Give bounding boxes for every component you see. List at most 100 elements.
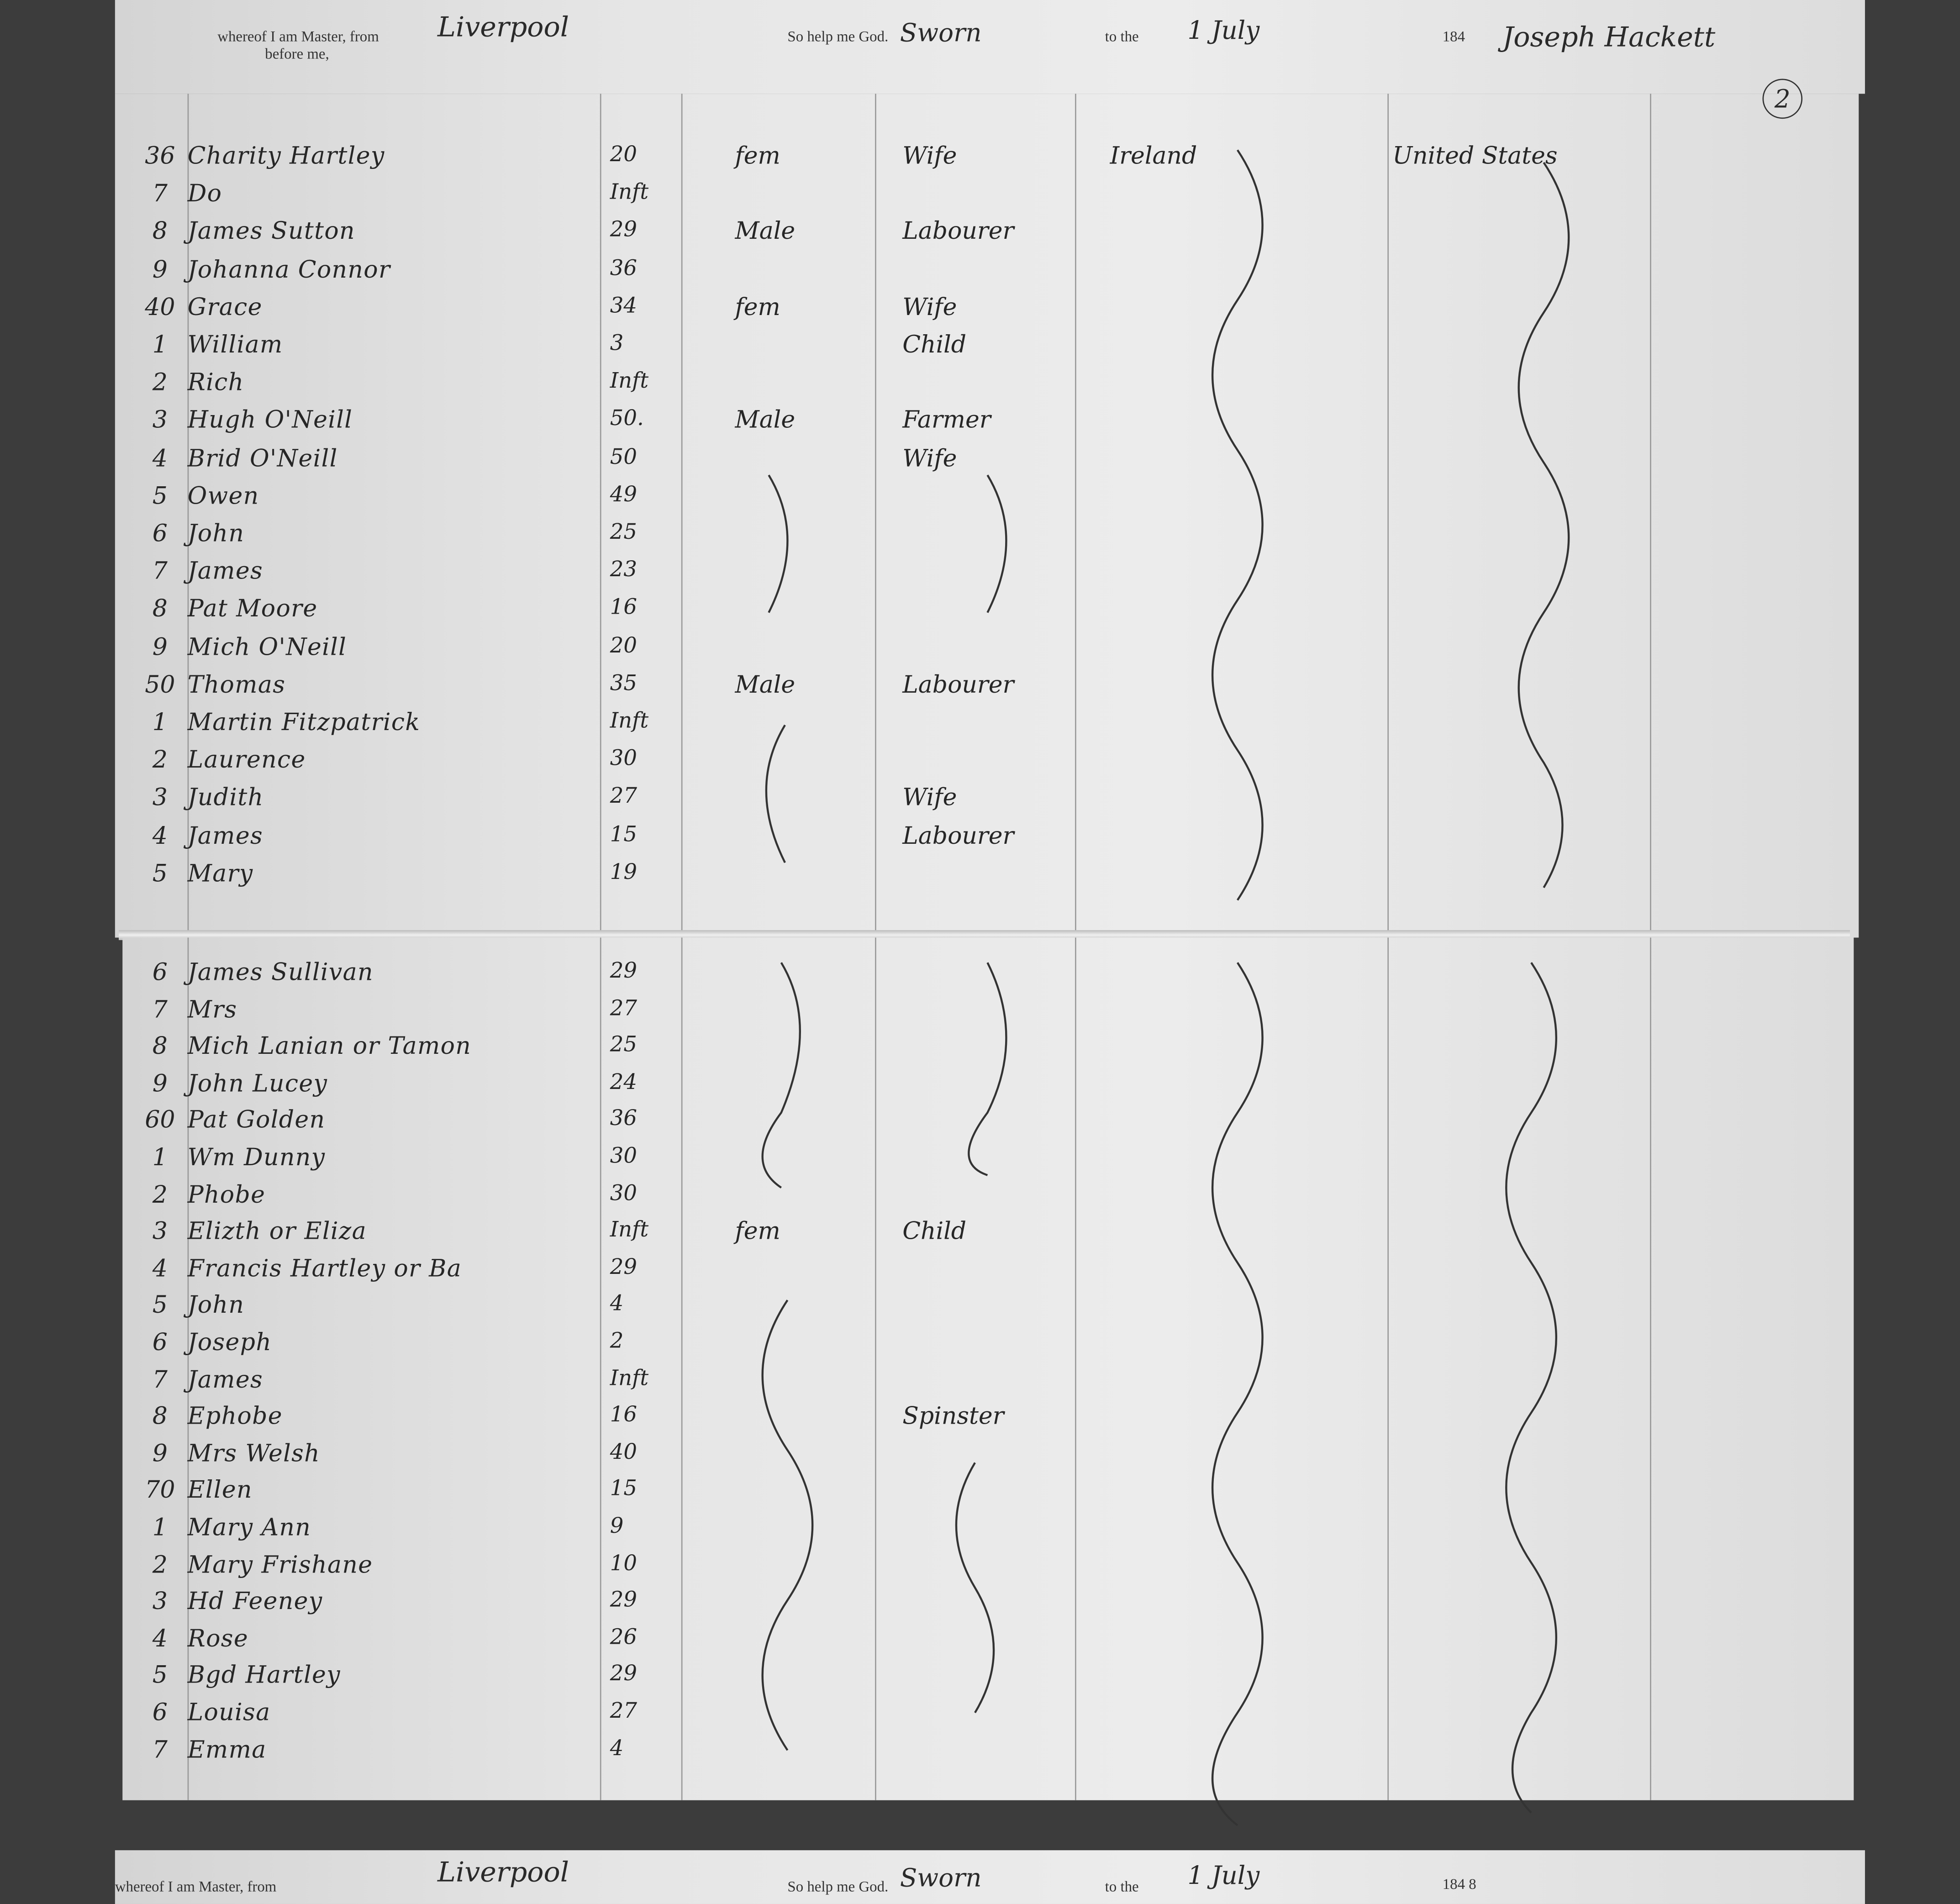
passenger-occ: Wife bbox=[902, 142, 957, 170]
passenger-row: 3 Judith 27 Wife bbox=[0, 782, 1744, 819]
passenger-name: Grace bbox=[187, 293, 263, 321]
passenger-sex: fem bbox=[735, 293, 780, 321]
passenger-sex: Male bbox=[735, 218, 796, 246]
passenger-sex: Male bbox=[735, 671, 796, 699]
passenger-num: 9 bbox=[152, 1440, 168, 1467]
passenger-row: 4 James 15 Labourer bbox=[0, 820, 1744, 857]
passenger-row: 4 Francis Hartley or Ba 29 bbox=[0, 1252, 1731, 1290]
passenger-name: John bbox=[187, 1292, 245, 1320]
ditto-wave-sex-top bbox=[768, 474, 789, 613]
passenger-num: 3 bbox=[152, 1588, 168, 1616]
passenger-age: 4 bbox=[610, 1292, 624, 1317]
before-text: before me, bbox=[265, 45, 329, 63]
ditto-wave-sex-bottom bbox=[761, 962, 801, 1189]
passenger-name: Mrs bbox=[187, 996, 237, 1024]
passenger-row: 2 Phobe 30 bbox=[0, 1178, 1731, 1216]
passenger-age: 24 bbox=[610, 1070, 637, 1095]
passenger-age: Inft bbox=[610, 1366, 649, 1391]
passenger-age: Inft bbox=[610, 369, 649, 394]
passenger-occ: Wife bbox=[902, 293, 957, 321]
passenger-name: James bbox=[187, 822, 263, 850]
passenger-age: Inft bbox=[610, 1218, 649, 1243]
passenger-age: 40 bbox=[610, 1440, 637, 1465]
passenger-name: Mary Frishane bbox=[187, 1551, 373, 1578]
passenger-name: Brid O'Neill bbox=[187, 444, 338, 472]
passenger-num: 4 bbox=[152, 1625, 168, 1653]
passenger-occ: Wife bbox=[902, 784, 957, 812]
passenger-name: Thomas bbox=[187, 671, 286, 699]
passenger-row: 4 Brid O'Neill 50 Wife bbox=[0, 442, 1744, 479]
ditto-wave-occ-bottom-2 bbox=[955, 1462, 995, 1714]
signature: Joseph Hackett bbox=[1502, 22, 1716, 54]
passenger-num: 8 bbox=[152, 1033, 168, 1061]
column-rule bbox=[1387, 937, 1389, 1800]
passenger-num: 5 bbox=[152, 1662, 168, 1690]
passenger-age: 19 bbox=[610, 860, 637, 885]
ditto-wave-sex-top-2 bbox=[765, 724, 786, 863]
passenger-row: 1 Mary Ann 9 bbox=[0, 1511, 1731, 1549]
passenger-num: 7 bbox=[152, 1736, 168, 1764]
passenger-num: 2 bbox=[152, 1181, 168, 1209]
column-rule bbox=[187, 937, 189, 1800]
passenger-name: Mich Lanian or Tamon bbox=[187, 1033, 472, 1061]
passenger-age: 30 bbox=[610, 1181, 637, 1206]
passenger-row: 36 Charity Hartley 20 fem Wife Ireland United … bbox=[0, 140, 1744, 178]
passenger-age: 35 bbox=[610, 671, 637, 696]
passenger-age: 50. bbox=[610, 406, 644, 432]
column-rule bbox=[1650, 94, 1651, 938]
ditto-wave-country-top bbox=[1211, 149, 1264, 901]
passenger-name: Hd Feeney bbox=[187, 1588, 323, 1616]
passenger-num: 8 bbox=[152, 595, 168, 623]
passenger-num: 2 bbox=[152, 369, 168, 397]
passenger-name: Owen bbox=[187, 482, 259, 510]
passenger-num: 7 bbox=[152, 558, 168, 585]
passenger-occ: Child bbox=[902, 331, 967, 359]
passenger-age: 49 bbox=[610, 482, 637, 508]
bottom-header-strip: whereof I am Master, from Liverpool So h… bbox=[115, 1850, 1865, 1904]
column-rule bbox=[1075, 937, 1076, 1800]
passenger-num: 60 bbox=[145, 1107, 175, 1135]
passenger-row: 1 Martin Fitzpatrick Inft bbox=[0, 706, 1744, 744]
passenger-name: Ellen bbox=[187, 1477, 253, 1504]
passenger-name: James Sutton bbox=[187, 218, 355, 246]
passenger-row: 5 Bgd Hartley 29 bbox=[0, 1659, 1731, 1697]
passenger-name: Wm Dunny bbox=[187, 1144, 326, 1172]
passenger-age: 15 bbox=[610, 1477, 637, 1502]
passenger-num: 2 bbox=[152, 1551, 168, 1578]
to-the-text: to the bbox=[1105, 1878, 1139, 1895]
passenger-sex: fem bbox=[735, 1218, 780, 1246]
passenger-num: 8 bbox=[152, 218, 168, 246]
passenger-age: 29 bbox=[610, 959, 637, 984]
passenger-age: 36 bbox=[610, 256, 637, 281]
passenger-name: John bbox=[187, 520, 245, 548]
passenger-row: 9 Johanna Connor 36 bbox=[0, 253, 1744, 291]
passenger-num: 9 bbox=[152, 633, 168, 661]
passenger-sex: Male bbox=[735, 406, 796, 435]
passenger-age: 20 bbox=[610, 142, 637, 168]
passenger-name: Martin Fitzpatrick bbox=[187, 709, 421, 736]
passenger-name: Mary bbox=[187, 860, 253, 888]
passenger-name: Pat Moore bbox=[187, 595, 318, 623]
passenger-num: 1 bbox=[152, 1514, 168, 1541]
passenger-name: Mrs Welsh bbox=[187, 1440, 321, 1467]
passenger-name: Bgd Hartley bbox=[187, 1662, 341, 1690]
passenger-row: 3 Elizth or Eliza Inft fem Child bbox=[0, 1215, 1731, 1253]
ditto-wave-dest-top bbox=[1517, 162, 1570, 889]
passenger-row: 8 James Sutton 29 Male Labourer bbox=[0, 216, 1744, 253]
passenger-num: 2 bbox=[152, 747, 168, 774]
passenger-num: 6 bbox=[152, 520, 168, 548]
date-hand: 1 July bbox=[1187, 15, 1260, 45]
passenger-row: 8 Ephobe 16 Spinster bbox=[0, 1400, 1731, 1438]
passenger-row: 5 Mary 19 bbox=[0, 857, 1744, 895]
passenger-num: 7 bbox=[152, 180, 168, 208]
year-text: 184 bbox=[1442, 27, 1465, 45]
passenger-num: 9 bbox=[152, 1070, 168, 1098]
passenger-num: 5 bbox=[152, 482, 168, 510]
passenger-num: 9 bbox=[152, 256, 168, 284]
passenger-name: Laurence bbox=[187, 747, 306, 774]
year-text: 184 8 bbox=[1442, 1875, 1476, 1893]
passenger-age: 20 bbox=[610, 633, 637, 658]
passenger-age: 27 bbox=[610, 1699, 637, 1724]
passenger-occ: Child bbox=[902, 1218, 967, 1246]
